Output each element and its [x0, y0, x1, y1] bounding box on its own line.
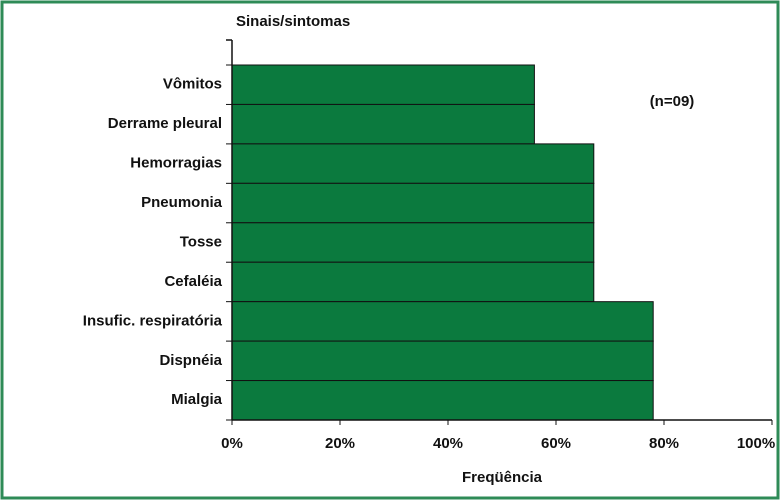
x-tick-label: 100%	[737, 435, 775, 452]
x-axis-label: Freqüência	[462, 469, 543, 486]
y-tick-label: Cefaléia	[164, 273, 222, 290]
x-tick-label: 20%	[325, 435, 355, 452]
y-tick-label: Derrame pleural	[108, 115, 222, 132]
y-tick-label: Insufic. respiratória	[83, 312, 223, 329]
bar	[231, 301, 654, 342]
bar	[231, 143, 595, 184]
bar	[231, 340, 654, 382]
y-tick-label: Mialgia	[171, 391, 223, 408]
bar	[231, 380, 654, 421]
y-tick-label: Pneumonia	[141, 194, 223, 211]
x-tick-label: 80%	[649, 435, 679, 452]
annotation: (n=09)	[650, 93, 695, 110]
bar	[231, 103, 535, 145]
bar	[231, 182, 595, 224]
y-tick-label: Vômitos	[163, 76, 222, 93]
y-tick-label: Tosse	[180, 233, 222, 250]
y-axis-label: Sinais/sintomas	[236, 13, 350, 30]
x-tick-label: 40%	[433, 435, 463, 452]
bar	[231, 64, 535, 105]
x-tick-label: 60%	[541, 435, 571, 452]
x-tick-label: 0%	[221, 435, 243, 452]
bar	[231, 261, 595, 303]
y-tick-label: Dispnéia	[159, 352, 222, 369]
y-tick-label: Hemorragias	[130, 155, 222, 172]
bar	[231, 222, 595, 263]
